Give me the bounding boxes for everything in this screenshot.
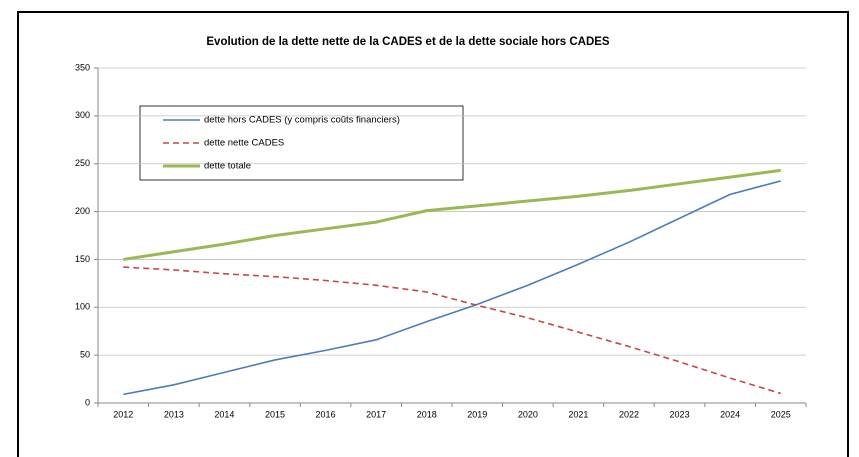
x-tick-label: 2016 (316, 409, 336, 419)
x-tick-label: 2015 (265, 409, 285, 419)
legend-label: dette nette CADES (204, 138, 284, 149)
x-tick-label: 2022 (619, 409, 639, 419)
frame (17, 11, 849, 457)
y-tick-label: 300 (75, 110, 90, 120)
y-tick-label: 200 (75, 206, 90, 216)
x-tick-label: 2019 (467, 409, 487, 419)
y-tick-label: 350 (75, 62, 90, 72)
y-tick-label: 0 (85, 397, 90, 407)
series-line (123, 266, 781, 395)
legend-label: dette totale (204, 161, 251, 172)
x-tick-label: 2020 (518, 409, 538, 419)
x-tick-label: 2023 (670, 409, 690, 419)
chart-title: Evolution de la dette nette de la CADES … (206, 36, 610, 48)
y-tick-label: 250 (75, 158, 90, 168)
series-line (123, 168, 781, 261)
x-tick-label: 2021 (568, 409, 588, 419)
x-tick-label: 2017 (366, 409, 386, 419)
x-tick-label: 2013 (164, 409, 184, 419)
x-tick-label: 2012 (113, 409, 133, 419)
y-tick-label: 50 (80, 350, 90, 360)
x-tick-label: 2025 (771, 409, 791, 419)
legend-label: dette hors CADES (y compris coûts financ… (204, 115, 400, 126)
x-tick-label: 2018 (417, 409, 437, 419)
y-tick-label: 150 (75, 254, 90, 264)
x-tick-label: 2014 (214, 409, 234, 419)
x-tick-label: 2024 (720, 409, 740, 419)
series-line (123, 180, 781, 396)
y-tick-label: 100 (75, 302, 90, 312)
